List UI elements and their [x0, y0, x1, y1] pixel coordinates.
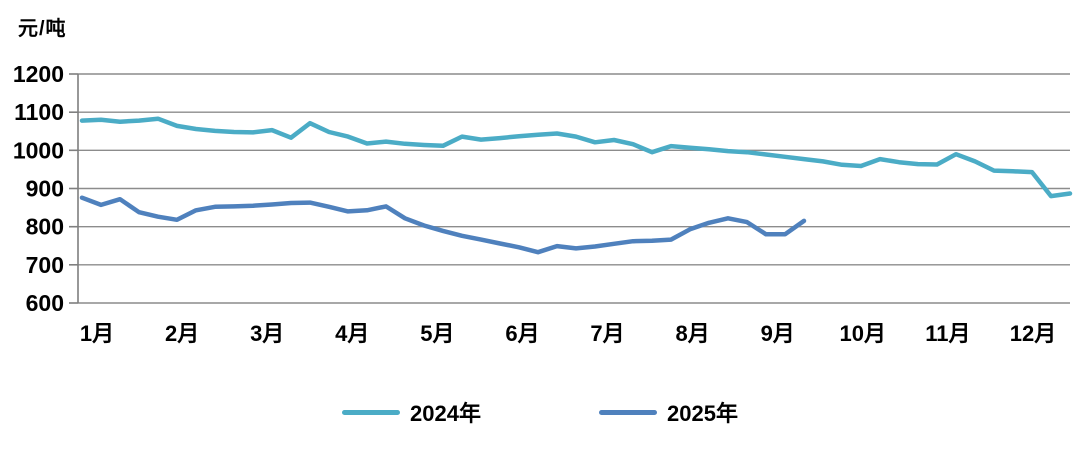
x-axis-month-label: 3月 [250, 321, 284, 346]
legend-item-2024: 2024年 [342, 396, 481, 428]
x-axis-month-label: 5月 [420, 321, 454, 346]
y-axis-tick-label: 700 [26, 252, 64, 278]
x-axis-month-label: 6月 [505, 321, 539, 346]
y-axis-tick-label: 600 [26, 290, 64, 316]
legend-label-2024: 2024年 [410, 401, 481, 426]
x-axis-month-label: 7月 [590, 321, 624, 346]
x-axis-month-label: 1月 [80, 321, 114, 346]
x-axis-month-label: 2月 [165, 321, 199, 346]
legend-item-2025: 2025年 [599, 396, 738, 428]
x-axis-month-label: 12月 [1010, 321, 1056, 346]
y-axis-tick-label: 900 [26, 176, 64, 202]
chart-legend: 2024年 2025年 [0, 396, 1080, 428]
line-chart-plot-area: 1200 1100 1000 900 800 700 600 1月 2月 3月 4月 5月 6月 7月 8月… [13, 61, 1073, 346]
y-axis-unit-label: 元/吨 [18, 18, 67, 40]
legend-line-swatch-2024 [342, 409, 401, 415]
x-axis-month-label: 10月 [840, 321, 886, 346]
x-axis-month-label: 4月 [335, 321, 369, 346]
y-axis-tick-label: 1200 [13, 61, 64, 87]
series-2025年-line [79, 195, 807, 255]
series-2024年-line [79, 116, 1073, 199]
legend-line-swatch-2025 [599, 409, 657, 415]
x-axis-month-label: 11月 [925, 321, 970, 346]
x-axis-month-label: 9月 [761, 321, 795, 346]
y-axis-tick-label: 1000 [13, 137, 64, 163]
x-axis-month-label: 8月 [675, 321, 709, 346]
y-axis-tick-label: 1100 [14, 99, 64, 125]
legend-label-2025: 2025年 [667, 401, 738, 426]
y-axis-tick-label: 800 [26, 214, 64, 240]
